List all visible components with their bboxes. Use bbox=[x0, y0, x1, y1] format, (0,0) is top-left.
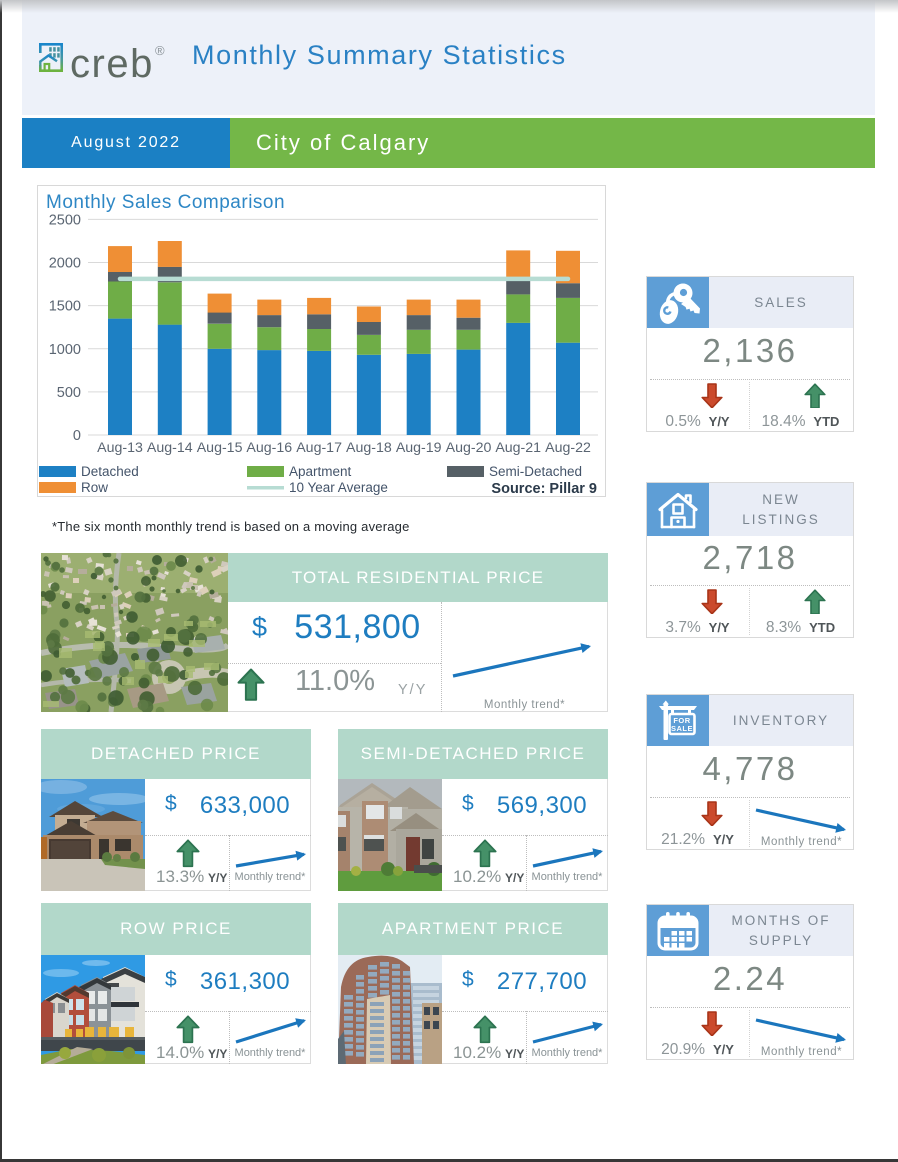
svg-text:Aug-22: Aug-22 bbox=[545, 440, 591, 456]
svg-text:Aug-13: Aug-13 bbox=[97, 440, 143, 456]
svg-text:Aug-19: Aug-19 bbox=[396, 440, 442, 456]
svg-text:500: 500 bbox=[57, 385, 81, 401]
svg-text:0: 0 bbox=[73, 428, 81, 444]
svg-text:Row: Row bbox=[81, 480, 108, 495]
svg-text:2000: 2000 bbox=[49, 256, 81, 272]
svg-text:Source: Pillar 9: Source: Pillar 9 bbox=[491, 481, 597, 497]
svg-text:Aug-18: Aug-18 bbox=[346, 440, 392, 456]
svg-text:Apartment: Apartment bbox=[289, 464, 352, 479]
svg-text:Aug-15: Aug-15 bbox=[197, 440, 243, 456]
svg-text:Semi-Detached: Semi-Detached bbox=[489, 464, 582, 479]
svg-text:Aug-14: Aug-14 bbox=[147, 440, 193, 456]
svg-text:SALE: SALE bbox=[671, 724, 693, 733]
svg-text:2500: 2500 bbox=[49, 212, 81, 228]
svg-text:Monthly Sales Comparison: Monthly Sales Comparison bbox=[46, 192, 285, 213]
svg-text:1000: 1000 bbox=[49, 342, 81, 358]
svg-text:1500: 1500 bbox=[49, 299, 81, 315]
svg-text:Aug-21: Aug-21 bbox=[495, 440, 541, 456]
svg-text:FOR: FOR bbox=[673, 716, 690, 725]
svg-text:Aug-16: Aug-16 bbox=[246, 440, 292, 456]
svg-text:Aug-20: Aug-20 bbox=[446, 440, 492, 456]
svg-text:Aug-17: Aug-17 bbox=[296, 440, 342, 456]
svg-text:Detached: Detached bbox=[81, 464, 139, 479]
svg-text:10 Year Average: 10 Year Average bbox=[289, 480, 388, 495]
